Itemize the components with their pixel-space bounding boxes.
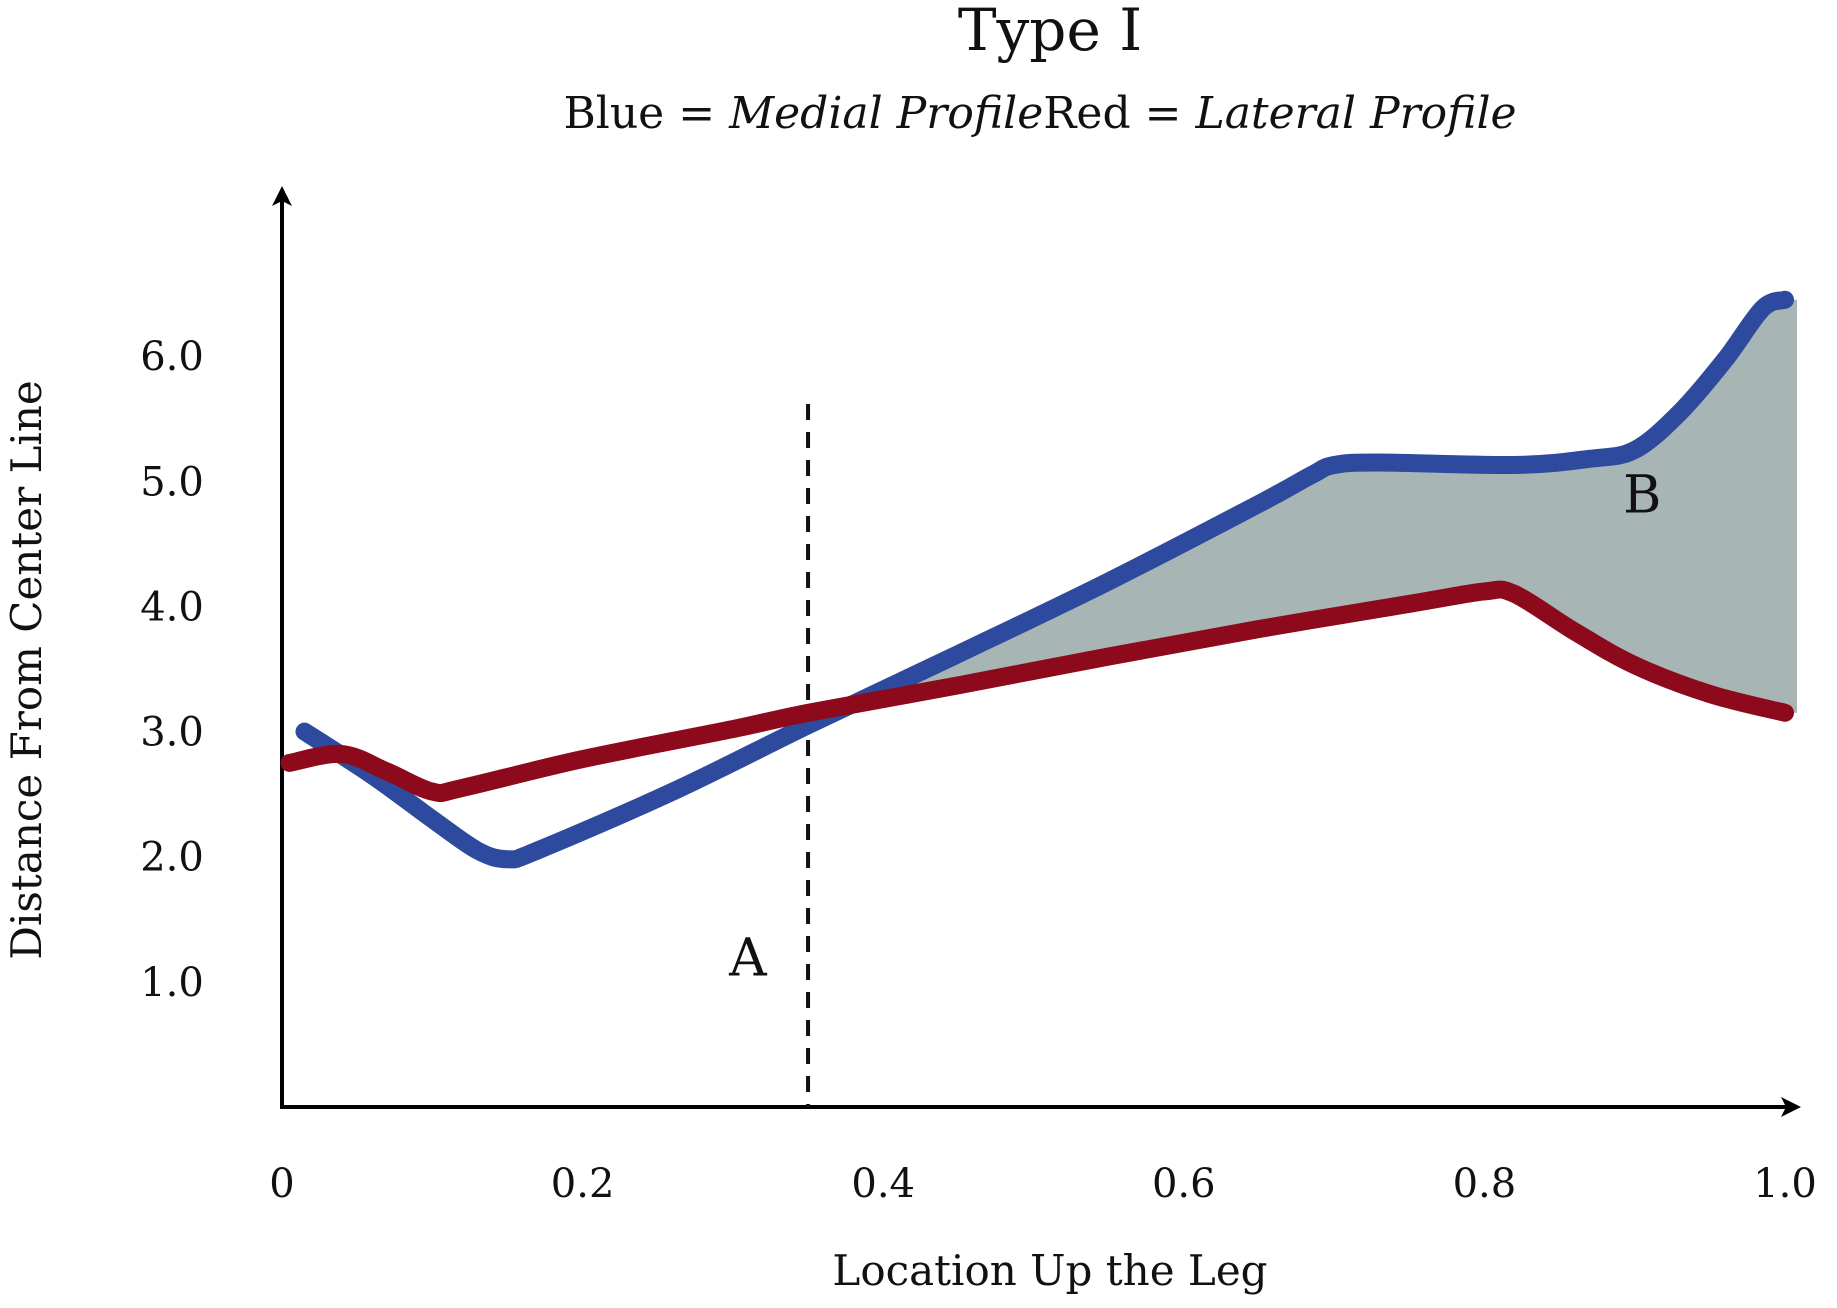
y-tick-labels: 1.0 2.0 3.0 4.0 5.0 6.0 <box>140 334 204 1006</box>
medial-profile-line <box>295 290 1794 869</box>
y-tick-label: 2.0 <box>140 835 204 881</box>
subtitle-red-name: Lateral Profile <box>1194 88 1516 139</box>
annotation-label-a: A <box>728 929 768 989</box>
y-tick-label: 6.0 <box>140 334 204 380</box>
annotation-label-b: B <box>1623 466 1661 526</box>
shaded-region-b <box>808 299 1797 726</box>
x-tick-label: 0.6 <box>1152 1161 1216 1207</box>
subtitle-red-key: Red = <box>1043 88 1195 139</box>
x-tick-label: 0.2 <box>551 1161 615 1207</box>
y-tick-label: 5.0 <box>140 459 204 505</box>
chart-subtitle: Blue = Medial ProfileRed = Lateral Profi… <box>563 88 1516 139</box>
x-tick-labels: 0 0.2 0.4 0.6 0.8 1.0 <box>269 1161 1817 1207</box>
x-axis-label: Location Up the Leg <box>832 1246 1267 1295</box>
subtitle-blue-key: Blue = <box>563 88 729 139</box>
y-axis-label: Distance From Center Line <box>2 380 51 959</box>
x-tick-label: 0 <box>269 1161 294 1207</box>
y-tick-label: 1.0 <box>140 960 204 1006</box>
y-tick-label: 4.0 <box>140 584 204 630</box>
annotation-labels: AB <box>728 466 1661 989</box>
y-tick-label: 3.0 <box>140 710 204 756</box>
x-tick-label: 0.4 <box>851 1161 915 1207</box>
chart-title: Type I <box>958 0 1142 64</box>
lateral-profile-line <box>280 580 1794 803</box>
x-tick-label: 1.0 <box>1753 1161 1817 1207</box>
x-tick-label: 0.8 <box>1453 1161 1517 1207</box>
subtitle-blue-name: Medial Profile <box>728 88 1043 139</box>
